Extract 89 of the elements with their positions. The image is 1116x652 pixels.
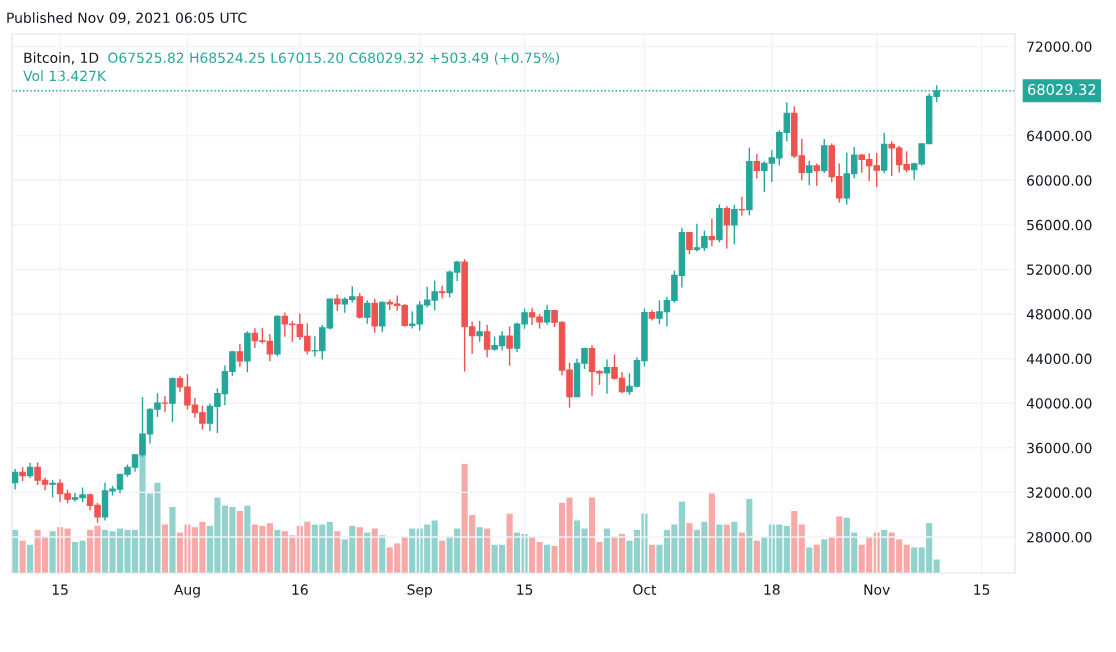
bar (716, 524, 723, 573)
bar (161, 524, 169, 573)
x-tick-label: Aug (173, 584, 200, 598)
candlestick (236, 343, 244, 368)
bar (903, 544, 910, 573)
bar (409, 528, 416, 573)
bar (761, 536, 768, 573)
bar (798, 524, 805, 573)
x-tick-label: 16 (292, 584, 308, 595)
bar (334, 531, 341, 573)
bar (274, 529, 281, 573)
x-tick-label: 15 (517, 584, 533, 595)
bar (431, 520, 438, 573)
candlestick (753, 153, 761, 180)
y-tick-label: 64000.00 (1027, 130, 1092, 142)
x-tick-label: Sep (407, 584, 433, 598)
y-tick-label: 52000.00 (1027, 264, 1092, 275)
bar (266, 523, 273, 573)
bar (813, 544, 820, 573)
bar (783, 525, 790, 573)
bar (731, 521, 738, 573)
bar (439, 540, 446, 573)
y-tick-label: 72000.00 (1027, 41, 1092, 52)
bar (543, 544, 551, 573)
bar (911, 547, 918, 573)
y-tick-label: 28000.00 (1027, 531, 1092, 543)
candlestick (723, 205, 731, 250)
x-tick-label: 15 (974, 584, 990, 595)
bar (49, 531, 56, 573)
text: O67525.82 H68524.25 L67015.20 C68029.32 +503.49 (+0.75%) (108, 52, 560, 65)
candlestick (731, 204, 738, 246)
x-tick-label: Nov (864, 584, 890, 595)
candlestick (378, 300, 386, 333)
candlestick (476, 320, 483, 343)
annotation: Vol 13.427K (23, 70, 107, 82)
bar (236, 511, 243, 573)
bar (476, 527, 483, 573)
candlestick (363, 299, 371, 325)
y-tick-label: 36000.00 (1027, 442, 1092, 454)
bar (678, 501, 685, 573)
bar (738, 532, 745, 573)
candlestick (371, 298, 378, 334)
candlestick (506, 325, 513, 367)
bar (791, 511, 798, 573)
bar (169, 506, 176, 573)
text: Bitcoin, 1D (24, 52, 99, 65)
bar (648, 544, 656, 573)
bar (821, 539, 828, 573)
candlestick (806, 160, 813, 186)
candlestick (686, 231, 693, 255)
y-tick-label: 56000.00 (1027, 219, 1092, 231)
candlestick (438, 284, 446, 300)
bar (364, 532, 371, 573)
bar (371, 528, 378, 573)
candlestick (483, 324, 491, 358)
bar (708, 493, 715, 573)
candlestick (356, 292, 364, 320)
bar (514, 532, 521, 573)
candlestick (543, 303, 551, 326)
candlestick (161, 395, 169, 413)
bar (806, 547, 813, 573)
bar (27, 544, 34, 573)
x-tick-label: 15 (52, 584, 68, 595)
y-tick-label: 32000.00 (1027, 487, 1092, 498)
bar (19, 540, 26, 573)
x-tick-label: Oct (633, 584, 657, 595)
bar (356, 527, 363, 573)
y-tick-label: 44000.00 (1026, 353, 1092, 365)
bar (723, 524, 730, 573)
bar (244, 505, 251, 573)
bar (746, 498, 753, 573)
bar (881, 529, 888, 573)
text: Published Nov 09, 2021 06:05 UTC (7, 12, 247, 25)
y-tick-label: 60000.00 (1027, 175, 1092, 186)
bar (686, 523, 693, 573)
bar (753, 540, 760, 573)
candlestick (603, 358, 611, 395)
ref-line-label: 68029.32 (1028, 83, 1096, 95)
bar (506, 513, 513, 573)
x-tick-label: 18 (764, 584, 780, 595)
candlestick (813, 162, 821, 187)
bar (379, 535, 386, 573)
bar (326, 521, 333, 573)
bar (484, 528, 491, 573)
bar (401, 536, 408, 573)
y-tick-label: 48000.00 (1026, 309, 1092, 320)
bar (603, 528, 611, 573)
candlestick (12, 468, 19, 491)
y-tick-label: 40000.00 (1026, 398, 1092, 409)
